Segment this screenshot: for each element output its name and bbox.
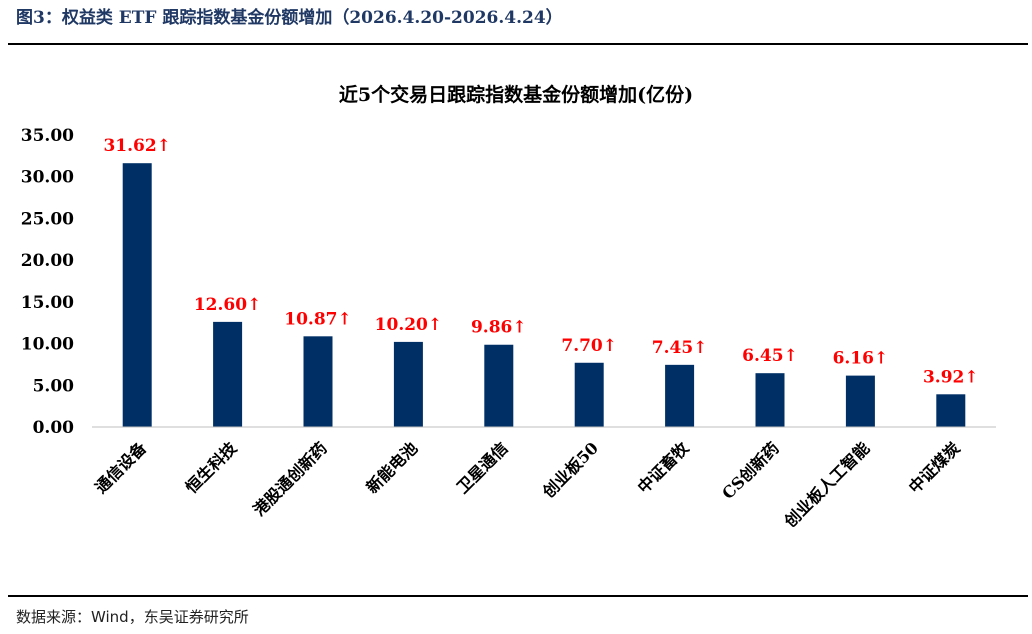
bar-0	[122, 163, 152, 427]
bar-9	[936, 394, 966, 427]
bar-7	[755, 373, 785, 427]
y-tick-label: 35.00	[21, 126, 74, 146]
data-label: 10.20↑	[375, 315, 442, 335]
x-tick-label: 创业板50	[538, 438, 602, 502]
y-tick-label: 15.00	[21, 293, 74, 313]
source-note: 数据来源：Wind，东吴证券研究所	[16, 608, 249, 626]
x-tick-label: 中证畜牧	[634, 438, 693, 497]
data-label: 12.60↑	[194, 295, 261, 315]
chart-title: 近5个交易日跟踪指数基金份额增加(亿份)	[339, 83, 693, 106]
data-label: 7.70↑	[561, 336, 617, 356]
x-tick-label: 通信设备	[91, 438, 150, 497]
y-tick-label: 20.00	[21, 251, 74, 271]
data-label: 3.92↑	[923, 367, 979, 387]
x-tick-label: 中证煤炭	[905, 438, 964, 497]
data-label: 6.16↑	[833, 349, 889, 369]
bar-8	[845, 375, 875, 427]
bottom-rule	[8, 595, 1028, 597]
data-label: 7.45↑	[652, 338, 708, 358]
y-tick-label: 10.00	[21, 335, 74, 355]
figure-title: 图3：权益类 ETF 跟踪指数基金份额增加（2026.4.20-2026.4.2…	[16, 8, 563, 28]
y-tick-label: 5.00	[33, 376, 75, 396]
x-tick-label: 创业板人工智能	[780, 438, 873, 531]
bar-chart: 近5个交易日跟踪指数基金份额增加(亿份) 0.00 5.00 10.00 15.00 2…	[21, 83, 996, 532]
x-tick-label: 卫星通信	[453, 438, 512, 497]
bar-6	[665, 364, 695, 427]
data-label: 6.45↑	[742, 346, 798, 366]
x-tick-label: CS创新药	[718, 438, 783, 503]
x-tick-label: 港股通创新药	[250, 438, 331, 519]
bar-3	[393, 341, 423, 427]
bar-4	[484, 344, 514, 427]
y-tick-label: 25.00	[21, 209, 74, 229]
data-label: 31.62↑	[103, 136, 170, 156]
x-tick-label: 新能电池	[363, 438, 422, 497]
bars	[122, 163, 966, 427]
bar-5	[574, 362, 604, 427]
bar-2	[303, 336, 333, 427]
x-axis: 通信设备 恒生科技 港股通创新药 新能电池 卫星通信 创业板50 中证畜牧 CS创新药创业板人…	[91, 426, 996, 532]
x-tick-label: 恒生科技	[182, 438, 241, 497]
data-label: 10.87↑	[284, 309, 351, 329]
y-tick-label: 30.00	[21, 168, 74, 188]
data-labels: 31.62↑ 12.60↑ 10.87↑ 10.20↑ 9.86↑ 7.70↑ 7.45↑ 6…	[103, 136, 978, 387]
y-tick-label: 0.00	[33, 418, 75, 438]
data-label: 9.86↑	[471, 318, 527, 338]
bar-1	[213, 321, 243, 427]
y-axis: 0.00 5.00 10.00 15.00 20.00 25.00 30.00 35.00	[21, 126, 74, 438]
top-rule	[8, 43, 1028, 45]
